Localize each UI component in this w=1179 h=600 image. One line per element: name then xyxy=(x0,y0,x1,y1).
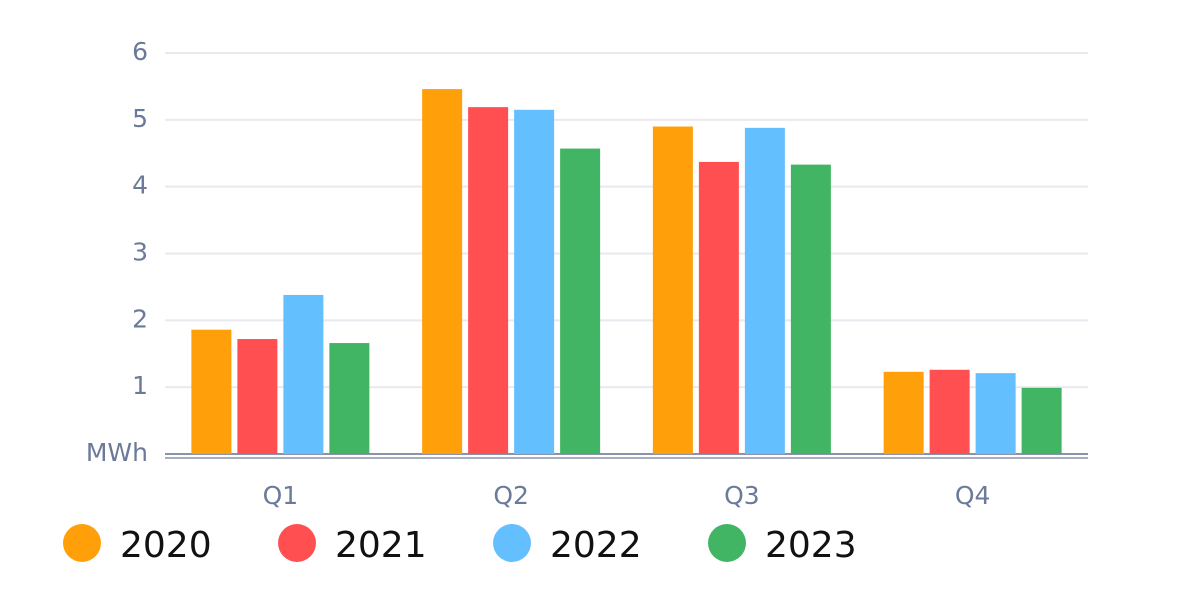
legend-label: 2022 xyxy=(550,525,642,566)
legend-label: 2023 xyxy=(765,525,857,566)
bar xyxy=(744,127,785,454)
bar xyxy=(975,373,1016,454)
bar xyxy=(283,294,324,454)
y-tick-label: 1 xyxy=(132,371,148,400)
bar xyxy=(1021,387,1062,454)
bar xyxy=(652,126,693,455)
x-tick-label: Q3 xyxy=(724,481,760,510)
x-tick-label: Q4 xyxy=(955,481,991,510)
y-tick-label: 4 xyxy=(132,171,148,200)
y-tick-label: 2 xyxy=(132,304,148,333)
y-tick-label: 3 xyxy=(132,238,148,267)
bar xyxy=(929,369,970,454)
legend-marker xyxy=(708,524,746,562)
bar xyxy=(191,329,232,454)
legend-marker xyxy=(63,524,101,562)
bar xyxy=(329,343,370,454)
bar xyxy=(790,164,831,454)
bar xyxy=(422,89,463,454)
x-tick-label: Q2 xyxy=(493,481,529,510)
y-tick-label: MWh xyxy=(86,438,148,467)
legend-label: 2021 xyxy=(335,525,427,566)
bar xyxy=(560,148,601,455)
y-tick-label: 6 xyxy=(132,37,148,66)
bar xyxy=(698,161,739,454)
x-tick-label: Q1 xyxy=(263,481,299,510)
legend-marker xyxy=(493,524,531,562)
legend-marker xyxy=(278,524,316,562)
bar xyxy=(883,371,924,454)
bar xyxy=(468,107,509,454)
y-tick-label: 5 xyxy=(132,104,148,133)
legend-label: 2020 xyxy=(120,525,212,566)
bar xyxy=(237,339,278,454)
bar xyxy=(514,109,555,454)
